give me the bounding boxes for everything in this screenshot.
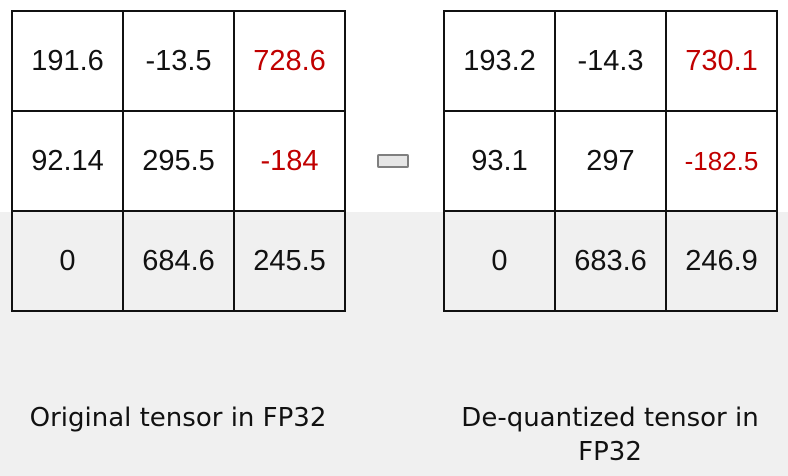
matrix-cell: 245.5	[233, 210, 346, 312]
caption-line: FP32	[578, 437, 642, 467]
caption-line: De-quantized tensor in	[461, 403, 759, 433]
matrix-cell: 684.6	[122, 210, 235, 312]
matrix-cell: 0	[443, 210, 556, 312]
matrix-cell-highlighted: 728.6	[233, 10, 346, 112]
matrix-row: 0 684.6 245.5	[11, 210, 346, 312]
matrix-cell: -14.3	[554, 10, 667, 112]
dequantized-tensor-caption: De-quantized tensor in FP32	[425, 401, 788, 469]
original-tensor-matrix: 191.6 -13.5 728.6 92.14 295.5 -184 0 684…	[11, 10, 346, 312]
matrix-cell: 683.6	[554, 210, 667, 312]
original-tensor-caption: Original tensor in FP32	[29, 403, 327, 433]
approx-equals-bar-icon	[377, 154, 409, 168]
matrix-cell: 0	[11, 210, 124, 312]
matrix-cell: 191.6	[11, 10, 124, 112]
matrix-cell: 92.14	[11, 110, 124, 212]
matrix-cell: 93.1	[443, 110, 556, 212]
matrix-cell: 246.9	[665, 210, 778, 312]
dequantized-tensor-matrix: 193.2 -14.3 730.1 93.1 297 -182.5 0 683.…	[443, 10, 778, 312]
matrix-cell: 193.2	[443, 10, 556, 112]
matrix-cell-highlighted: -182.5	[665, 110, 778, 212]
matrix-row: 193.2 -14.3 730.1	[443, 10, 778, 112]
matrix-row: 191.6 -13.5 728.6	[11, 10, 346, 112]
matrix-cell: -13.5	[122, 10, 235, 112]
matrix-row: 93.1 297 -182.5	[443, 110, 778, 212]
matrix-cell: 295.5	[122, 110, 235, 212]
matrix-cell-highlighted: 730.1	[665, 10, 778, 112]
matrix-cell-highlighted: -184	[233, 110, 346, 212]
matrix-cell: 297	[554, 110, 667, 212]
matrix-row: 0 683.6 246.9	[443, 210, 778, 312]
matrix-row: 92.14 295.5 -184	[11, 110, 346, 212]
